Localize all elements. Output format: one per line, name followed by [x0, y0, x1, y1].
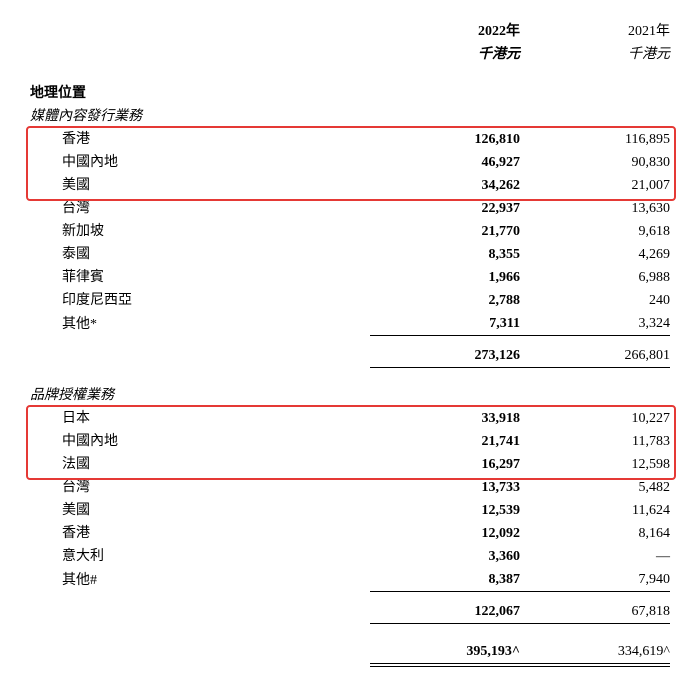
row-2021: 4,269 [520, 243, 670, 266]
row-2021: 21,007 [520, 174, 670, 197]
row-label: 中國內地 [30, 151, 370, 174]
row-2022: 33,918 [370, 407, 520, 430]
row-2021: 9,618 [520, 220, 670, 243]
row-2022: 21,741 [370, 430, 520, 453]
group-title-row: 品牌授權業務 [30, 384, 670, 407]
subtotal-2022: 122,067 [370, 600, 520, 624]
financial-table-wrapper: 2022年 2021年 千港元 千港元 地理位置 媒體內容發行業務 香港 126… [30, 20, 670, 667]
row-2021: 11,624 [520, 499, 670, 522]
table-row: 日本 33,918 10,227 [30, 407, 670, 430]
table-row: 台灣 13,733 5,482 [30, 476, 670, 499]
header-2022-year: 2022年 [370, 20, 520, 43]
row-2022: 16,297 [370, 453, 520, 476]
row-2022: 126,810 [370, 128, 520, 151]
row-2022: 21,770 [370, 220, 520, 243]
table-row: 菲律賓 1,966 6,988 [30, 266, 670, 289]
row-2021: 3,324 [520, 312, 670, 336]
header-row-year: 2022年 2021年 [30, 20, 670, 43]
group-0-title: 媒體內容發行業務 [30, 105, 370, 128]
row-label: 美國 [30, 499, 370, 522]
subtotal-2021: 266,801 [520, 344, 670, 368]
row-2022: 2,788 [370, 289, 520, 312]
row-label: 香港 [30, 522, 370, 545]
table-row: 法國 16,297 12,598 [30, 453, 670, 476]
header-2021-unit: 千港元 [520, 43, 670, 66]
financial-table: 2022年 2021年 千港元 千港元 地理位置 媒體內容發行業務 香港 126… [30, 20, 670, 667]
group-1-title: 品牌授權業務 [30, 384, 370, 407]
row-2021: 240 [520, 289, 670, 312]
table-row: 印度尼西亞 2,788 240 [30, 289, 670, 312]
row-label: 美國 [30, 174, 370, 197]
row-2021: 7,940 [520, 568, 670, 592]
table-row: 台灣 22,937 13,630 [30, 197, 670, 220]
subtotal-row: 122,067 67,818 [30, 600, 670, 624]
row-2021: 13,630 [520, 197, 670, 220]
row-2022: 34,262 [370, 174, 520, 197]
row-label: 日本 [30, 407, 370, 430]
row-2021: 5,482 [520, 476, 670, 499]
row-label: 意大利 [30, 545, 370, 568]
row-2021: 10,227 [520, 407, 670, 430]
table-row: 美國 34,262 21,007 [30, 174, 670, 197]
row-2022: 12,539 [370, 499, 520, 522]
table-row: 新加坡 21,770 9,618 [30, 220, 670, 243]
row-label: 其他* [30, 312, 370, 336]
row-label: 台灣 [30, 197, 370, 220]
table-row: 香港 12,092 8,164 [30, 522, 670, 545]
row-2021: 6,988 [520, 266, 670, 289]
row-2021: 11,783 [520, 430, 670, 453]
subtotal-2022: 273,126 [370, 344, 520, 368]
row-2022: 8,387 [370, 568, 520, 592]
row-2021: 116,895 [520, 128, 670, 151]
header-2022-unit: 千港元 [370, 43, 520, 66]
row-2022: 13,733 [370, 476, 520, 499]
grand-total-2021: 334,619^ [520, 640, 670, 665]
row-2022: 1,966 [370, 266, 520, 289]
row-label: 泰國 [30, 243, 370, 266]
table-row: 泰國 8,355 4,269 [30, 243, 670, 266]
grand-total-2022: 395,193^ [370, 640, 520, 665]
table-row: 中國內地 46,927 90,830 [30, 151, 670, 174]
header-row-unit: 千港元 千港元 [30, 43, 670, 66]
row-2021: 90,830 [520, 151, 670, 174]
row-label: 印度尼西亞 [30, 289, 370, 312]
table-row: 其他* 7,311 3,324 [30, 312, 670, 336]
subtotal-2021: 67,818 [520, 600, 670, 624]
row-2022: 12,092 [370, 522, 520, 545]
row-2021: — [520, 545, 670, 568]
subtotal-row: 273,126 266,801 [30, 344, 670, 368]
grand-total-row: 395,193^ 334,619^ [30, 640, 670, 665]
row-2021: 8,164 [520, 522, 670, 545]
row-label: 新加坡 [30, 220, 370, 243]
row-label: 台灣 [30, 476, 370, 499]
row-2022: 46,927 [370, 151, 520, 174]
section-title-row: 地理位置 [30, 82, 670, 105]
row-label: 法國 [30, 453, 370, 476]
row-label: 香港 [30, 128, 370, 151]
header-2021-year: 2021年 [520, 20, 670, 43]
table-row: 香港 126,810 116,895 [30, 128, 670, 151]
row-label: 其他# [30, 568, 370, 592]
group-title-row: 媒體內容發行業務 [30, 105, 670, 128]
row-2022: 22,937 [370, 197, 520, 220]
table-row: 中國內地 21,741 11,783 [30, 430, 670, 453]
row-label: 中國內地 [30, 430, 370, 453]
row-2022: 7,311 [370, 312, 520, 336]
table-row: 意大利 3,360 — [30, 545, 670, 568]
row-2021: 12,598 [520, 453, 670, 476]
table-row: 美國 12,539 11,624 [30, 499, 670, 522]
row-2022: 8,355 [370, 243, 520, 266]
table-row: 其他# 8,387 7,940 [30, 568, 670, 592]
row-2022: 3,360 [370, 545, 520, 568]
row-label: 菲律賓 [30, 266, 370, 289]
section-title: 地理位置 [30, 82, 370, 105]
